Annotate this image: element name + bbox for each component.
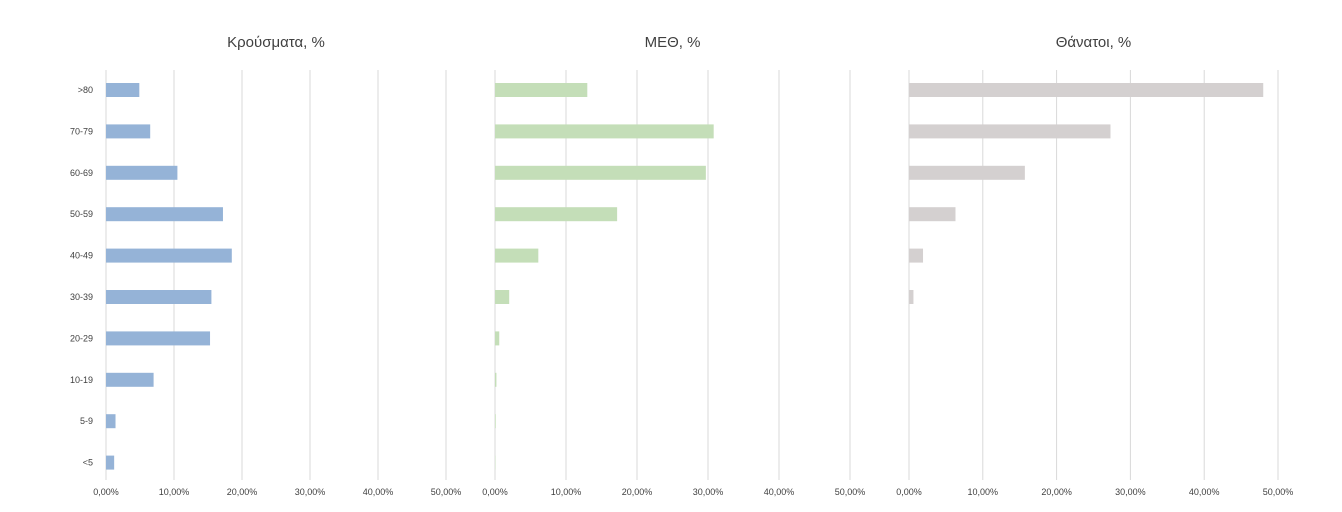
bar (495, 372, 497, 387)
bar (106, 372, 154, 387)
category-label: 10-19 (70, 375, 93, 385)
category-label: 50-59 (70, 209, 93, 219)
bar (909, 165, 1025, 180)
x-tick-label: 40,00% (363, 487, 394, 497)
bar (106, 455, 115, 470)
x-tick-label: 10,00% (551, 487, 582, 497)
bar (495, 165, 706, 180)
panel-title: ΜΕΘ, % (645, 34, 701, 51)
bar (495, 290, 510, 304)
bar (106, 165, 178, 180)
x-tick-label: 0,00% (93, 487, 119, 497)
panel-title: Θάνατοι, % (1056, 34, 1132, 51)
x-tick-label: 30,00% (295, 487, 326, 497)
x-tick-label: 10,00% (968, 487, 999, 497)
x-tick-label: 0,00% (896, 487, 922, 497)
category-label: 30-39 (70, 292, 93, 302)
x-tick-label: 40,00% (764, 487, 795, 497)
bar (495, 331, 500, 346)
x-tick-label: 20,00% (622, 487, 653, 497)
x-tick-label: 50,00% (1263, 487, 1294, 497)
category-label: <5 (83, 458, 93, 468)
x-tick-label: 20,00% (227, 487, 258, 497)
x-tick-label: 10,00% (159, 487, 190, 497)
category-label: 60-69 (70, 168, 93, 178)
x-tick-label: 20,00% (1041, 487, 1072, 497)
category-label: 40-49 (70, 251, 93, 261)
bar (106, 207, 223, 222)
bar (909, 290, 914, 304)
x-tick-label: 0,00% (482, 487, 508, 497)
bar (909, 124, 1111, 139)
bar (909, 83, 1264, 97)
bar (106, 290, 212, 304)
x-tick-label: 50,00% (835, 487, 866, 497)
bar (909, 207, 956, 222)
category-label: 5-9 (80, 416, 93, 426)
bar (106, 414, 116, 429)
bar (106, 83, 140, 97)
bar (495, 248, 539, 263)
bar (106, 331, 211, 346)
x-tick-label: 40,00% (1189, 487, 1220, 497)
x-tick-label: 30,00% (1115, 487, 1146, 497)
bar (495, 124, 714, 139)
bar (495, 207, 618, 222)
bar (495, 414, 496, 429)
bar (909, 248, 924, 263)
x-tick-label: 50,00% (431, 487, 462, 497)
category-label: 70-79 (70, 126, 93, 136)
category-label: 20-29 (70, 333, 93, 343)
bar (106, 248, 232, 263)
bar (495, 83, 588, 97)
bar (106, 124, 151, 139)
category-label: >80 (78, 85, 93, 95)
panel-title: Κρούσματα, % (227, 34, 325, 51)
x-tick-label: 30,00% (693, 487, 724, 497)
